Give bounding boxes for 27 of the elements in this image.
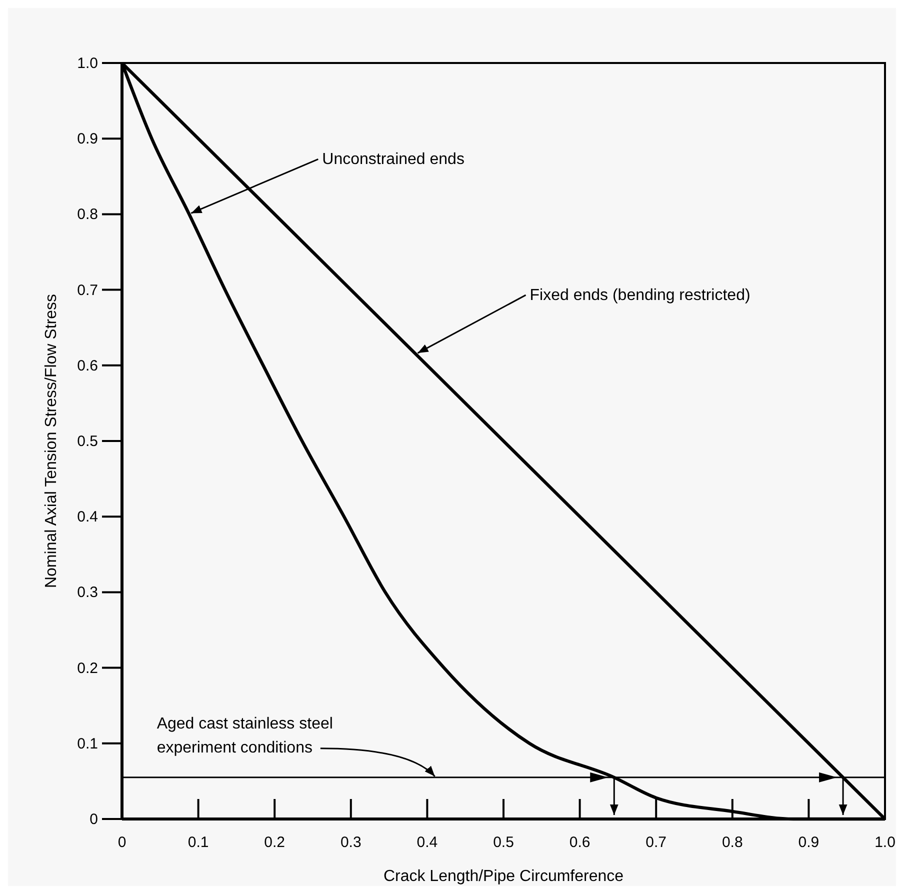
y-tick-label: 0.9 <box>77 130 98 148</box>
y-tick-label: 0.7 <box>77 282 98 299</box>
y-tick-label: 0.1 <box>77 735 98 752</box>
y-tick-label: 0.4 <box>77 508 98 526</box>
annotation: Fixed ends (bending restricted) <box>530 287 750 304</box>
x-tick-label: 0.3 <box>340 834 362 851</box>
y-tick-label: 0.5 <box>77 433 98 450</box>
annotation: Aged cast stainless steel experiment conditions <box>156 715 333 756</box>
x-axis-title: Crack Length/Pipe Circumference <box>383 868 624 885</box>
x-tick-label: 1.0 <box>874 834 896 851</box>
x-tick-label: 0.7 <box>646 834 667 851</box>
x-tick-label: 0.1 <box>188 834 209 851</box>
x-tick-label: 0 <box>118 834 126 851</box>
y-tick-label: 0.2 <box>77 660 98 677</box>
y-axis-title: Nominal Axial Tension Stress/Flow Stress <box>43 294 60 588</box>
x-tick-label: 0.4 <box>416 834 438 851</box>
x-tick-label: 0.6 <box>569 834 590 851</box>
y-tick-label: 0.6 <box>77 357 98 374</box>
y-tick-label: 0.8 <box>77 206 98 224</box>
x-tick-label: 0.5 <box>493 834 514 851</box>
y-tick-label: 0.3 <box>77 584 98 602</box>
x-tick-label: 0.9 <box>798 834 820 851</box>
x-tick-label: 0.2 <box>264 834 286 851</box>
y-tick-label: 0 <box>90 811 98 828</box>
y-tick-label: 1.0 <box>77 55 98 72</box>
annotation: Unconstrained ends <box>322 151 464 168</box>
x-tick-label: 0.8 <box>722 834 743 851</box>
